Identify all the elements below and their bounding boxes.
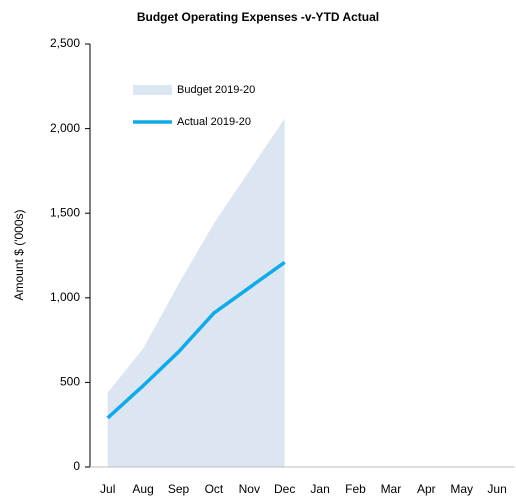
- y-tick-label: 2,000: [50, 121, 80, 135]
- x-tick-label: Jun: [487, 482, 506, 496]
- y-tick-label: 2,500: [50, 36, 80, 50]
- x-tick-label: Jul: [100, 482, 115, 496]
- x-tick-label: Feb: [345, 482, 366, 496]
- x-tick-label: May: [450, 482, 473, 496]
- x-tick-label: Nov: [239, 482, 260, 496]
- legend-label: Budget 2019-20: [177, 84, 255, 96]
- x-tick-label: Oct: [205, 482, 224, 496]
- legend-label: Actual 2019-20: [177, 116, 251, 128]
- y-tick-label: 1,500: [50, 205, 80, 219]
- budget-area: [107, 118, 285, 467]
- x-tick-label: Mar: [381, 482, 402, 496]
- x-tick-label: Apr: [417, 482, 436, 496]
- y-tick-label: 500: [60, 375, 80, 389]
- x-tick-label: Jan: [310, 482, 329, 496]
- x-tick-label: Aug: [132, 482, 153, 496]
- y-axis-label: Amount $ ('000s): [12, 209, 26, 300]
- x-tick-label: Dec: [274, 482, 295, 496]
- y-tick-label: 1,000: [50, 290, 80, 304]
- actual-line: [106, 260, 286, 420]
- x-tick-label: Sep: [168, 482, 190, 496]
- chart-title: Budget Operating Expenses -v-YTD Actual: [137, 10, 379, 24]
- legend-swatch: [133, 85, 172, 95]
- y-tick-label: 0: [73, 459, 80, 473]
